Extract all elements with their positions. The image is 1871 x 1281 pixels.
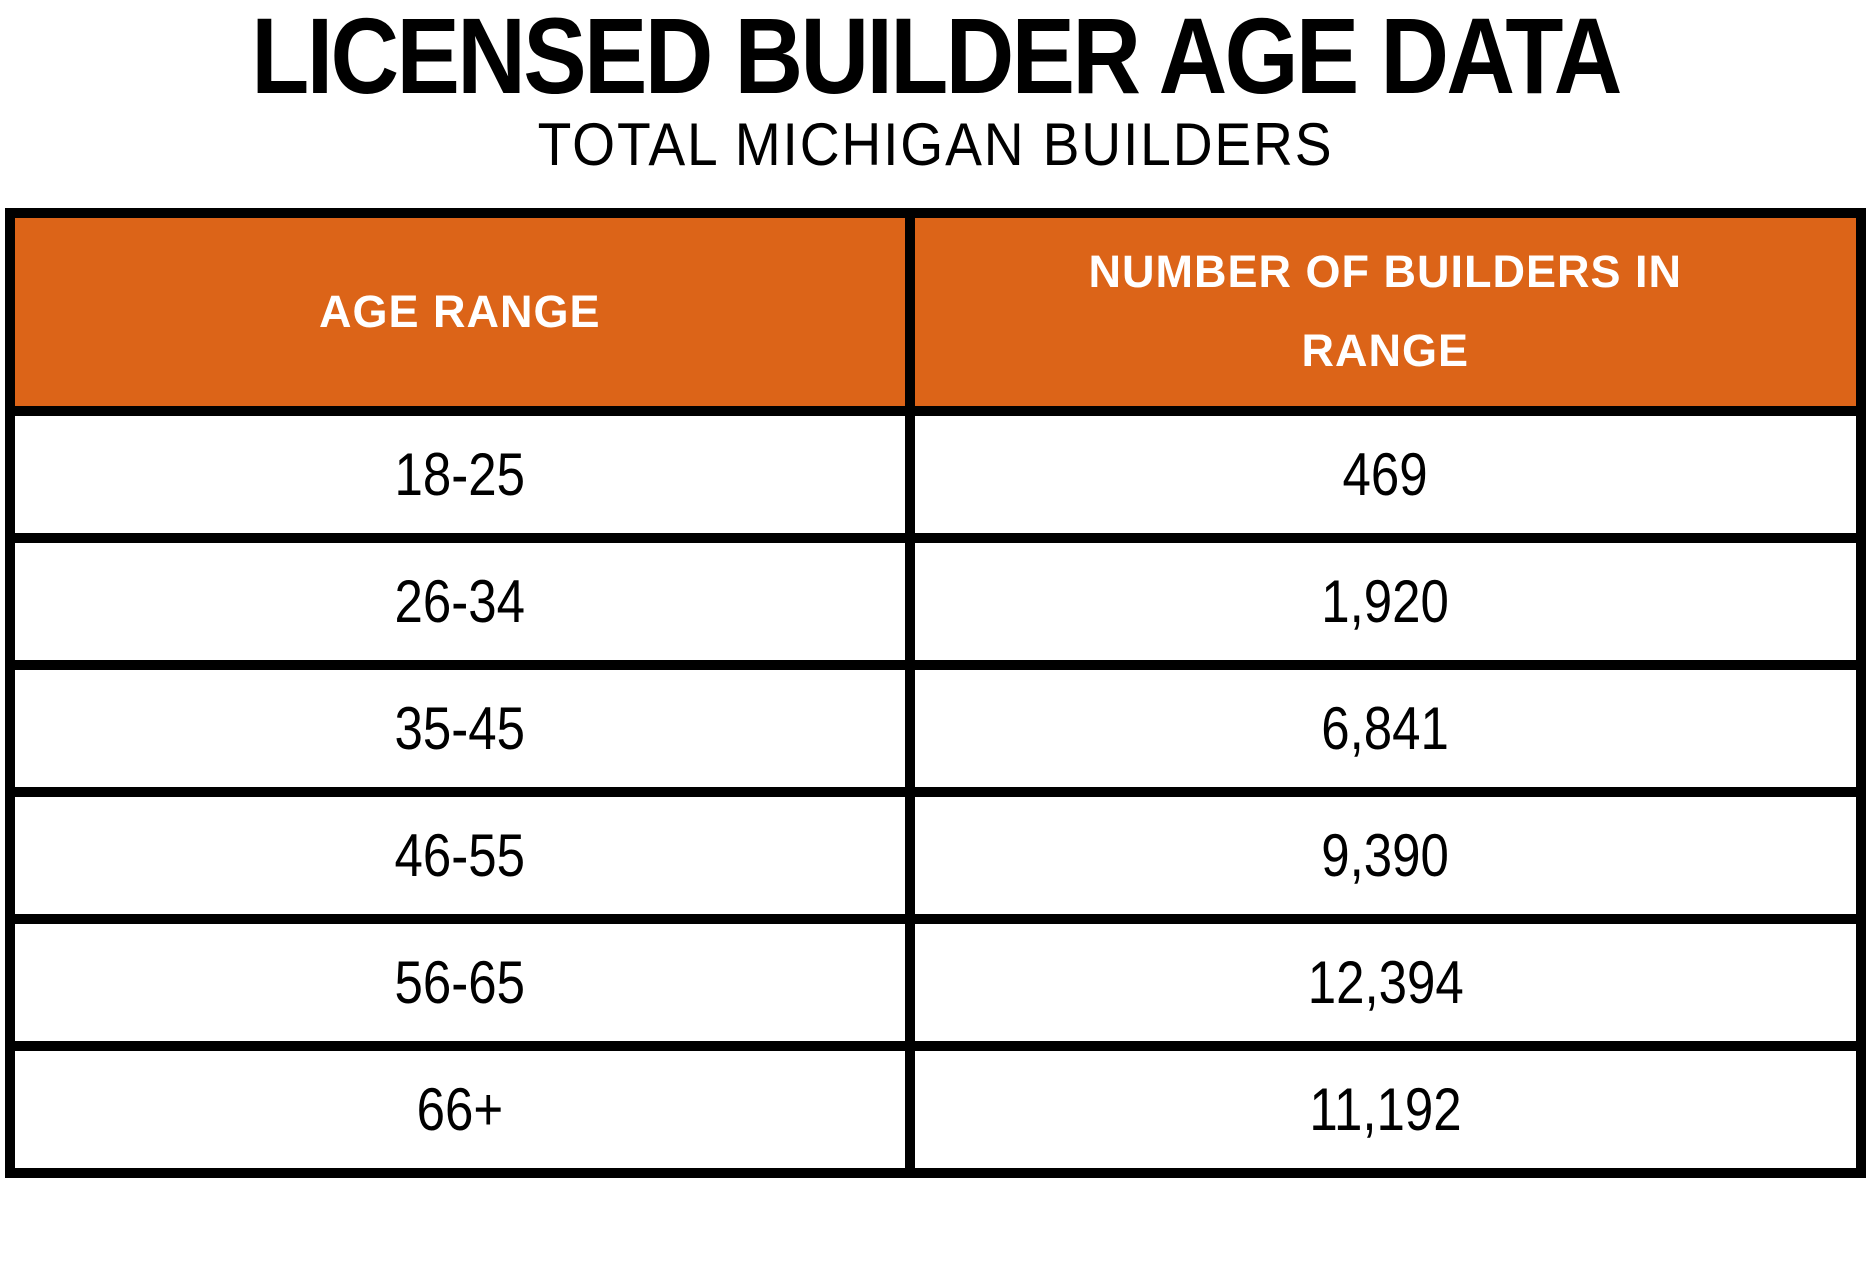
age-range-value: 46-55 [394, 822, 526, 889]
builder-age-table: AGE RANGE NUMBER OF BUILDERS IN RANGE 18… [5, 208, 1867, 1178]
builder-count-value: 11,192 [1309, 1076, 1462, 1143]
table-row: 46-55 9,390 [5, 787, 1867, 924]
age-range-cell: 35-45 [5, 660, 915, 797]
page-subtitle-text: TOTAL MICHIGAN BUILDERS [537, 111, 1334, 178]
age-range-value: 66+ [416, 1076, 504, 1143]
page-title-text: LICENSED BUILDER AGE DATA [251, 0, 1622, 116]
builder-count-value: 9,390 [1321, 822, 1450, 889]
age-range-cell: 66+ [5, 1041, 915, 1178]
builder-count-cell: 1,920 [904, 533, 1867, 670]
builder-count-value: 12,394 [1307, 949, 1464, 1016]
builder-count-cell: 9,390 [904, 787, 1867, 924]
table-row: 26-34 1,920 [5, 533, 1867, 670]
builder-count-cell: 11,192 [904, 1041, 1867, 1178]
table-row: 35-45 6,841 [5, 660, 1867, 797]
table-row: 18-25 469 [5, 406, 1867, 543]
age-range-value: 35-45 [394, 695, 526, 762]
column-header-age-range: AGE RANGE [5, 208, 915, 416]
age-range-cell: 26-34 [5, 533, 915, 670]
header-row: AGE RANGE NUMBER OF BUILDERS IN RANGE [5, 208, 1867, 416]
age-range-cell: 18-25 [5, 406, 915, 543]
builder-count-value: 6,841 [1321, 695, 1450, 762]
page-title: LICENSED BUILDER AGE DATA [0, 2, 1871, 110]
builder-count-value: 1,920 [1321, 568, 1450, 635]
age-range-cell: 46-55 [5, 787, 915, 924]
age-range-value: 26-34 [394, 568, 526, 635]
builder-count-cell: 12,394 [904, 914, 1867, 1051]
column-header-number-of-builders-text: NUMBER OF BUILDERS IN RANGE [1088, 246, 1683, 376]
page-subtitle: TOTAL MICHIGAN BUILDERS [0, 112, 1871, 178]
table-header: AGE RANGE NUMBER OF BUILDERS IN RANGE [5, 208, 1867, 416]
age-range-value: 56-65 [394, 949, 526, 1016]
builder-count-cell: 469 [904, 406, 1867, 543]
builder-count-value: 469 [1342, 441, 1428, 508]
age-range-cell: 56-65 [5, 914, 915, 1051]
builder-count-cell: 6,841 [904, 660, 1867, 797]
table-body: 18-25 469 26-34 1,920 35-45 6,841 46-55 … [5, 406, 1867, 1178]
age-range-value: 18-25 [394, 441, 526, 508]
table-row: 66+ 11,192 [5, 1041, 1867, 1178]
header-block: LICENSED BUILDER AGE DATA TOTAL MICHIGAN… [0, 0, 1871, 178]
column-header-age-range-text: AGE RANGE [319, 285, 601, 337]
column-header-number-of-builders: NUMBER OF BUILDERS IN RANGE [904, 208, 1867, 416]
table-row: 56-65 12,394 [5, 914, 1867, 1051]
